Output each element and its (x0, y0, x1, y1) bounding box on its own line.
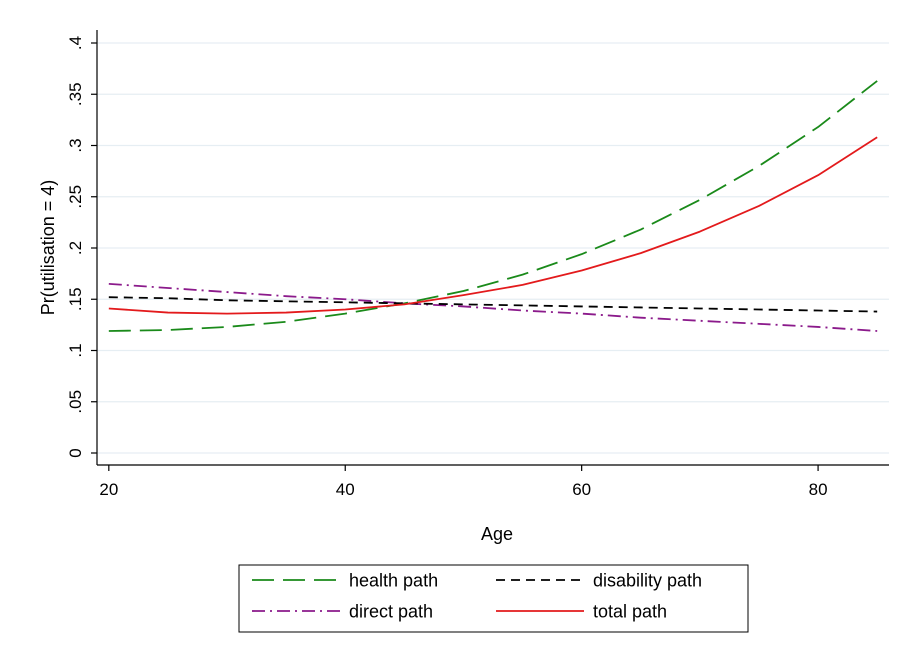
x-tick-label: 80 (809, 480, 828, 499)
y-tick-label: .4 (66, 36, 85, 50)
x-ticks: 20 40 60 80 (99, 465, 828, 499)
series-lines (108, 80, 878, 332)
series-line-health-path (108, 80, 878, 332)
y-tick-label: .35 (66, 82, 85, 106)
legend-label-disability-path: disability path (593, 570, 702, 590)
series-line-total-path (108, 136, 878, 315)
series-line-direct-path (108, 282, 878, 332)
legend-label-direct-path: direct path (349, 601, 433, 621)
y-tick-label: .25 (66, 185, 85, 209)
y-tick-label: 0 (66, 448, 85, 457)
y-ticks: 0 .05 .1 .15 .2 .25 .3 .35 .4 (66, 36, 97, 458)
y-tick-label: .15 (66, 287, 85, 311)
legend-box (238, 564, 749, 633)
x-tick-label: 60 (572, 480, 591, 499)
y-tick-label: .05 (66, 390, 85, 414)
y-tick-label: .2 (66, 241, 85, 255)
x-axis-title: Age (481, 524, 513, 544)
legend-label-total-path: total path (593, 601, 667, 621)
x-tick-label: 40 (336, 480, 355, 499)
y-tick-label: .1 (66, 343, 85, 357)
legend-label-health-path: health path (349, 570, 438, 590)
x-tick-label: 20 (99, 480, 118, 499)
y-tick-label: .3 (66, 138, 85, 152)
legend: health path disability path direct path tot… (238, 564, 749, 633)
grid-lines (97, 42, 889, 454)
y-axis-title: Pr(utilisation = 4) (38, 180, 58, 316)
series-line-disability-path (108, 296, 878, 313)
